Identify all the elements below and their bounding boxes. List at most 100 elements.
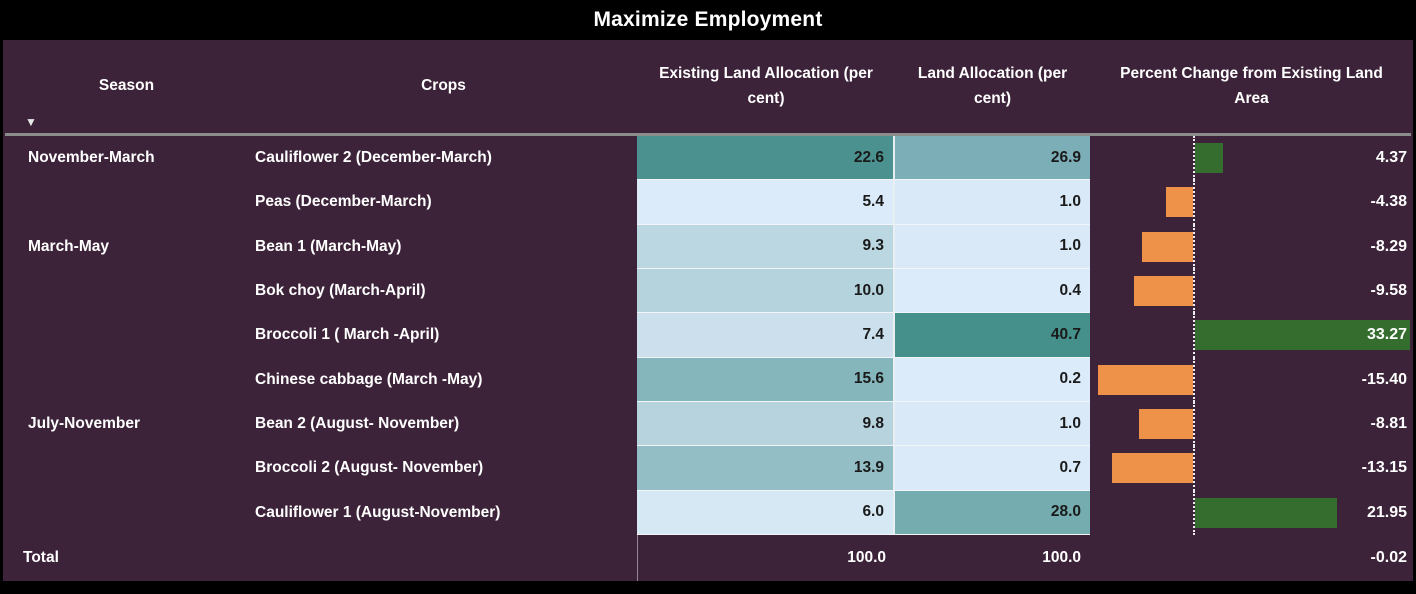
season-label bbox=[3, 358, 250, 402]
table-row[interactable]: Peas (December-March) 5.4 1.0 -4.38 bbox=[3, 180, 1413, 225]
zero-axis-line bbox=[1193, 446, 1195, 491]
season-label bbox=[3, 446, 250, 490]
existing-allocation-cell: 7.4 bbox=[637, 313, 895, 358]
table-row[interactable]: March-May Bean 1 (March-May) 9.3 1.0 -8.29 bbox=[3, 224, 1413, 269]
percent-change-value: 33.27 bbox=[1366, 326, 1407, 344]
column-header-crops[interactable]: Crops bbox=[421, 77, 466, 95]
negative-bar bbox=[1165, 187, 1193, 218]
negative-bar bbox=[1138, 408, 1193, 439]
negative-bar bbox=[1111, 453, 1193, 484]
existing-allocation-cell: 10.0 bbox=[637, 268, 895, 314]
positive-bar bbox=[1195, 143, 1224, 173]
zero-axis-line bbox=[1193, 268, 1195, 314]
total-percent-change-value: -0.02 bbox=[1370, 549, 1407, 566]
season-label bbox=[3, 180, 250, 224]
total-existing-value: 100.0 bbox=[637, 535, 895, 581]
percent-change-cell: 21.95 bbox=[1090, 490, 1413, 535]
bottom-border-bar bbox=[3, 581, 1413, 594]
season-label bbox=[3, 491, 250, 535]
zero-axis-line bbox=[1193, 136, 1195, 181]
table-row[interactable]: Bok choy (March-April) 10.0 0.4 -9.58 bbox=[3, 268, 1413, 314]
table-row[interactable]: Cauliflower 1 (August-November) 6.0 28.0 21… bbox=[3, 490, 1413, 535]
negative-bar bbox=[1133, 275, 1193, 306]
existing-allocation-cell: 13.9 bbox=[637, 446, 895, 491]
negative-bar bbox=[1098, 364, 1193, 395]
season-label: November-March bbox=[28, 149, 155, 167]
percent-change-value: -9.58 bbox=[1370, 282, 1407, 300]
season-label bbox=[3, 313, 250, 357]
table-body: November-March Cauliflower 2 (December-Ma… bbox=[3, 136, 1413, 535]
crop-label: Cauliflower 2 (December-March) bbox=[255, 149, 492, 167]
percent-change-cell: -15.40 bbox=[1090, 357, 1413, 402]
existing-allocation-cell: 6.0 bbox=[637, 490, 895, 535]
percent-change-value: -13.15 bbox=[1361, 459, 1407, 477]
existing-allocation-cell: 22.6 bbox=[637, 136, 895, 181]
zero-axis-line bbox=[1193, 180, 1195, 225]
header-divider-line bbox=[5, 133, 1411, 136]
percent-change-value: -15.40 bbox=[1361, 370, 1407, 388]
table-header-row: Season Crops Existing Land Allocation (p… bbox=[3, 40, 1413, 133]
land-allocation-cell: 0.2 bbox=[895, 357, 1090, 402]
positive-bar bbox=[1195, 320, 1410, 351]
table-row[interactable]: Chinese cabbage (March -May) 15.6 0.2 -15.4… bbox=[3, 357, 1413, 402]
percent-change-value: -8.81 bbox=[1370, 415, 1407, 433]
table-row[interactable]: Broccoli 2 (August- November) 13.9 0.7 -13.… bbox=[3, 446, 1413, 491]
column-header-percent-change[interactable]: Percent Change from Existing Land Area bbox=[1120, 65, 1383, 107]
land-allocation-cell: 1.0 bbox=[895, 180, 1090, 225]
zero-axis-line bbox=[1193, 401, 1195, 447]
zero-axis-line bbox=[1193, 490, 1195, 535]
total-row[interactable]: Total 100.0 100.0 -0.02 bbox=[3, 535, 1413, 581]
column-header-season[interactable]: Season bbox=[98, 77, 155, 95]
land-allocation-cell: 1.0 bbox=[895, 401, 1090, 447]
existing-allocation-cell: 15.6 bbox=[637, 357, 895, 402]
crop-label: Chinese cabbage (March -May) bbox=[255, 370, 483, 388]
land-allocation-cell: 1.0 bbox=[895, 224, 1090, 269]
percent-change-cell: 33.27 bbox=[1090, 313, 1413, 358]
crop-label: Peas (December-March) bbox=[255, 193, 432, 211]
visual-title: Maximize Employment bbox=[593, 8, 823, 31]
zero-axis-line bbox=[1193, 224, 1195, 269]
season-label: July-November bbox=[28, 415, 140, 433]
land-allocation-cell: 28.0 bbox=[895, 490, 1090, 535]
percent-change-cell: -8.29 bbox=[1090, 224, 1413, 269]
crop-label: Broccoli 1 ( March -April) bbox=[255, 326, 440, 344]
percent-change-value: 21.95 bbox=[1366, 503, 1407, 521]
visual-title-bar: Maximize Employment bbox=[3, 0, 1413, 40]
crop-label: Cauliflower 1 (August-November) bbox=[255, 503, 501, 521]
land-allocation-cell: 0.4 bbox=[895, 268, 1090, 314]
existing-allocation-cell: 9.8 bbox=[637, 401, 895, 447]
total-allocation-value: 100.0 bbox=[1042, 549, 1081, 566]
crop-label: Broccoli 2 (August- November) bbox=[255, 459, 484, 477]
crop-label: Bean 1 (March-May) bbox=[255, 237, 402, 255]
percent-change-cell: 4.37 bbox=[1090, 136, 1413, 181]
percent-change-cell: -13.15 bbox=[1090, 446, 1413, 491]
percent-change-cell: -9.58 bbox=[1090, 268, 1413, 314]
existing-allocation-cell: 9.3 bbox=[637, 224, 895, 269]
total-spacer bbox=[250, 535, 637, 581]
table-row[interactable]: November-March Cauliflower 2 (December-Ma… bbox=[3, 136, 1413, 181]
existing-allocation-cell: 5.4 bbox=[637, 180, 895, 225]
zero-axis-line bbox=[1193, 313, 1195, 358]
table-row[interactable]: Broccoli 1 ( March -April) 7.4 40.7 33.27 bbox=[3, 313, 1413, 358]
negative-bar bbox=[1141, 231, 1193, 262]
percent-change-cell: -4.38 bbox=[1090, 180, 1413, 225]
percent-change-value: -4.38 bbox=[1370, 193, 1407, 211]
season-label bbox=[3, 269, 250, 313]
percent-change-value: -8.29 bbox=[1370, 237, 1407, 255]
zero-axis-line bbox=[1193, 357, 1195, 402]
positive-bar bbox=[1195, 497, 1337, 528]
sort-descending-icon[interactable]: ▼ bbox=[25, 115, 37, 129]
land-allocation-cell: 40.7 bbox=[895, 313, 1090, 358]
column-header-existing-land[interactable]: Existing Land Allocation (per cent) bbox=[659, 65, 873, 107]
season-label: March-May bbox=[28, 237, 109, 255]
land-allocation-cell: 26.9 bbox=[895, 136, 1090, 181]
land-allocation-cell: 0.7 bbox=[895, 446, 1090, 491]
total-label: Total bbox=[23, 549, 59, 566]
crop-label: Bok choy (March-April) bbox=[255, 282, 426, 300]
percent-change-cell: -8.81 bbox=[1090, 401, 1413, 447]
percent-change-value: 4.37 bbox=[1375, 149, 1407, 167]
crop-label: Bean 2 (August- November) bbox=[255, 415, 460, 433]
column-header-land-allocation[interactable]: Land Allocation (per cent) bbox=[917, 65, 1068, 107]
table-row[interactable]: July-November Bean 2 (August- November) 9.… bbox=[3, 401, 1413, 447]
